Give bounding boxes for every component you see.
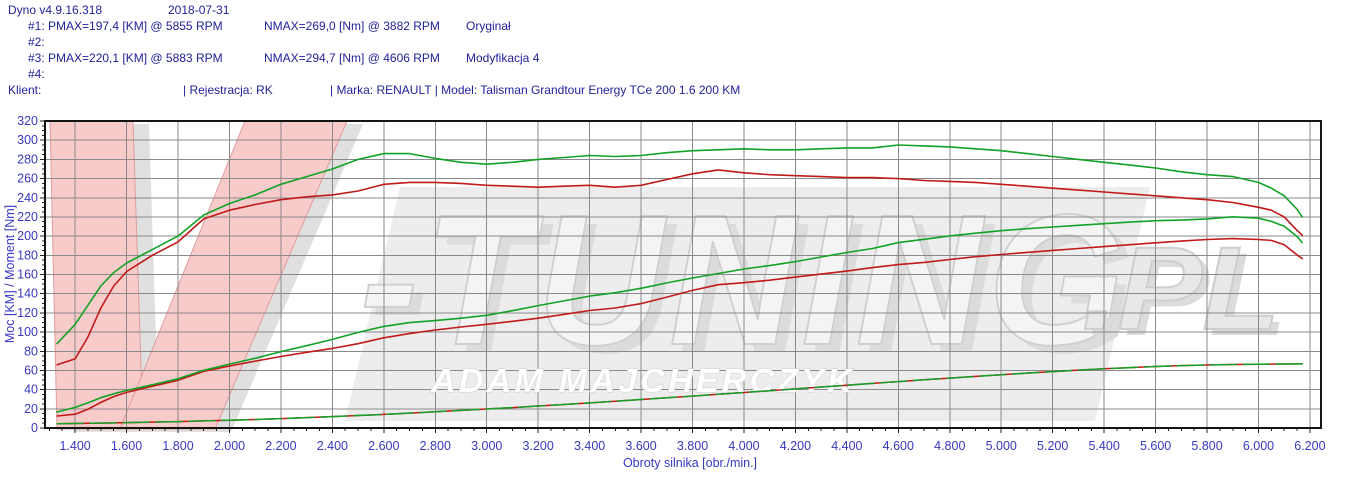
- x-tick-label: 2.600: [368, 439, 399, 453]
- y-tick-label: 180: [17, 248, 38, 262]
- client-field: Klient:: [8, 83, 42, 97]
- watermark-tuning-shadow: -TUNING: [370, 185, 1140, 392]
- registration-field: | Rejestracja: RK: [183, 83, 273, 97]
- x-tick-label: 6.000: [1243, 439, 1274, 453]
- y-tick-label: 240: [17, 191, 38, 205]
- x-tick-label: 1.800: [162, 439, 193, 453]
- x-tick-label: 5.400: [1088, 439, 1119, 453]
- y-tick-label: 80: [24, 344, 38, 358]
- x-tick-label: 2.000: [214, 439, 245, 453]
- y-tick-label: 220: [17, 210, 38, 224]
- run4-id: #4:: [28, 67, 45, 81]
- x-tick-label: 1.600: [111, 439, 142, 453]
- watermark-layer: -TUNING-TUNING.PL.PL: [49, 120, 1287, 432]
- x-tick-label: 3.600: [625, 439, 656, 453]
- watermark-pl-shadow: .PL: [1089, 229, 1287, 361]
- watermark-pl-text: .PL: [1082, 223, 1280, 355]
- x-tick-label: 5.800: [1191, 439, 1222, 453]
- x-tick-label: 2.800: [420, 439, 451, 453]
- y-tick-label: 40: [24, 383, 38, 397]
- y-tick-label: 280: [17, 152, 38, 166]
- x-tick-label: 4.400: [831, 439, 862, 453]
- run1-nmax: NMAX=269,0 [Nm] @ 3882 RPM: [264, 19, 440, 33]
- x-tick-label: 4.800: [934, 439, 965, 453]
- header: Dyno v4.9.16.318 2018-07-31 #1: PMAX=197…: [0, 0, 1350, 110]
- x-tick-label: 3.800: [677, 439, 708, 453]
- curve-moc-modyfikacja: [56, 216, 1303, 413]
- x-tick-label: 5.600: [1140, 439, 1171, 453]
- x-tick-label: 2.200: [265, 439, 296, 453]
- app-version: Dyno v4.9.16.318: [8, 3, 103, 17]
- axis-labels: 1.400 1.600 1.800 2.000 2.200 2.400 2.600 2.800…: [3, 114, 1326, 470]
- curve-moc-oryginal: [56, 237, 1303, 417]
- y-tick-label: 320: [17, 114, 38, 128]
- y-tick-label: 300: [17, 133, 38, 147]
- x-tick-label: 4.000: [728, 439, 759, 453]
- x-tick-label: 3.400: [574, 439, 605, 453]
- make-model-field: | Marka: RENAULT | Model: Talisman Grand…: [330, 83, 741, 97]
- x-tick-label: 5.200: [1037, 439, 1068, 453]
- curve-strata-modyfikacja: [56, 363, 1303, 425]
- x-tick-label: 1.400: [59, 439, 90, 453]
- x-tick-label: 3.200: [523, 439, 554, 453]
- y-tick-label: 160: [17, 268, 38, 282]
- watermark-slab: [345, 187, 1150, 421]
- run1-label: Oryginał: [466, 19, 511, 33]
- y-tick-label: 120: [17, 306, 38, 320]
- x-tick-label: 2.400: [317, 439, 348, 453]
- curves-layer: [56, 144, 1303, 425]
- run3-pmax: #3: PMAX=220,1 [KM] @ 5883 RPM: [28, 51, 223, 65]
- curve-moment-modyfikacja: [56, 144, 1303, 345]
- report-date: 2018-07-31: [168, 3, 230, 17]
- x-tick-label: 4.200: [780, 439, 811, 453]
- run1-pmax: #1: PMAX=197,4 [KM] @ 5855 RPM: [28, 19, 223, 33]
- y-tick-label: 200: [17, 229, 38, 243]
- grid-layer: [45, 121, 1321, 428]
- watermark-tuning-text: -TUNING: [360, 177, 1130, 384]
- plot-border: [44, 120, 1322, 429]
- curve-moment-oryginal: [56, 169, 1303, 366]
- x-tick-label: 3.000: [471, 439, 502, 453]
- run2-id: #2:: [28, 35, 45, 49]
- watermark-author-text: ADAM MAJCHERCZYK: [430, 362, 855, 399]
- run3-nmax: NMAX=294,7 [Nm] @ 4606 RPM: [264, 51, 440, 65]
- y-tick-label: 140: [17, 287, 38, 301]
- y-tick-label: 100: [17, 325, 38, 339]
- y-axis-title: Moc [KM] / Moment [Nm]: [3, 205, 17, 343]
- y-tick-label: 0: [31, 421, 38, 435]
- x-tick-label: 5.000: [986, 439, 1017, 453]
- run3-label: Modyfikacja 4: [466, 51, 540, 65]
- y-tick-label: 60: [24, 363, 38, 377]
- x-axis-title: Obroty silnika [obr./min.]: [623, 456, 757, 470]
- y-tick-label: 260: [17, 172, 38, 186]
- x-tick-label: 4.600: [883, 439, 914, 453]
- x-tick-label: 6.200: [1294, 439, 1325, 453]
- y-tick-label: 20: [24, 402, 38, 416]
